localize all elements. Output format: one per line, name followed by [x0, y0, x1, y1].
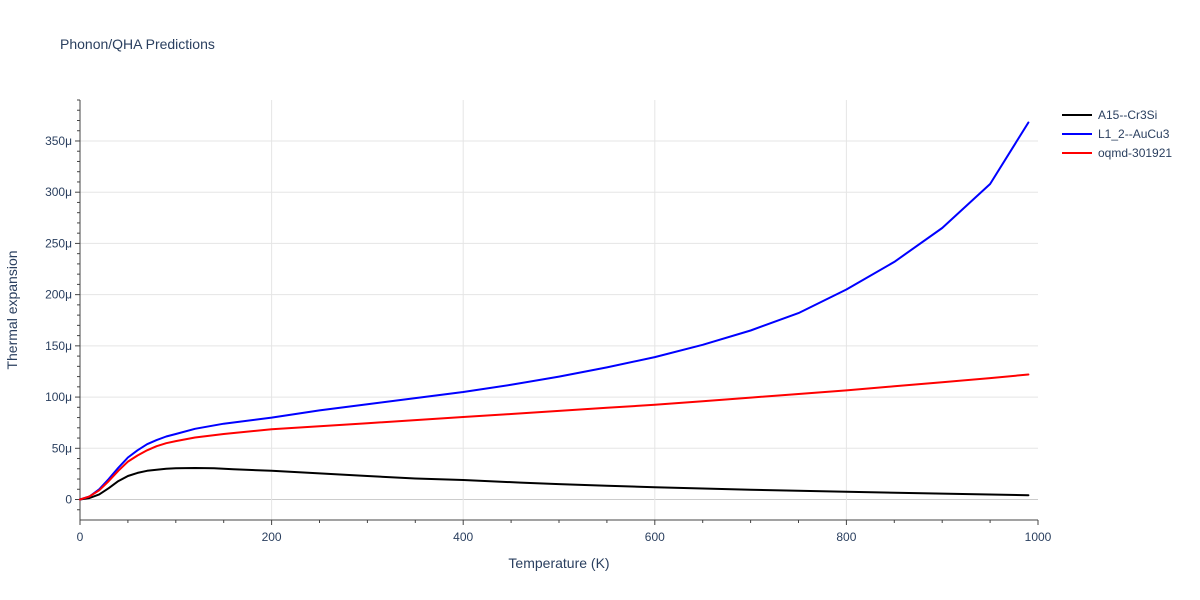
x-tick-label: 400	[453, 530, 473, 544]
y-tick-label: 200μ	[45, 288, 72, 302]
y-tick-label: 350μ	[45, 134, 72, 148]
y-tick-label: 250μ	[45, 236, 72, 250]
legend-item[interactable]: A15--Cr3Si	[1062, 108, 1157, 122]
axes: 0 50μ 100μ 150μ 200μ 250μ 300μ 350μ 0 200 400 600 80…	[45, 99, 1052, 544]
legend-item[interactable]: oqmd-301921	[1062, 146, 1172, 160]
grid	[80, 100, 1038, 520]
x-tick-label: 0	[77, 530, 84, 544]
series-line-2	[79, 373, 1030, 501]
x-axis-title: Temperature (K)	[508, 555, 609, 571]
y-tick-label: 300μ	[45, 185, 72, 199]
legend-label: A15--Cr3Si	[1098, 108, 1157, 122]
series-lines	[79, 121, 1030, 501]
y-tick-label: 100μ	[45, 390, 72, 404]
x-tick-label: 600	[645, 530, 665, 544]
legend-label: L1_2--AuCu3	[1098, 127, 1170, 141]
y-tick-label: 150μ	[45, 339, 72, 353]
y-axis-title: Thermal expansion	[4, 250, 20, 369]
x-tick-label: 1000	[1025, 530, 1052, 544]
series-line-1	[79, 121, 1030, 501]
legend-label: oqmd-301921	[1098, 146, 1172, 160]
chart-title: Phonon/QHA Predictions	[60, 36, 215, 52]
x-tick-label: 200	[262, 530, 282, 544]
series-line-0	[79, 467, 1030, 501]
legend[interactable]: A15--Cr3Si L1_2--AuCu3 oqmd-301921	[1062, 108, 1172, 160]
y-tick-label: 50μ	[52, 441, 72, 455]
y-tick-label: 0	[65, 493, 72, 507]
legend-item[interactable]: L1_2--AuCu3	[1062, 127, 1170, 141]
x-tick-label: 800	[836, 530, 856, 544]
